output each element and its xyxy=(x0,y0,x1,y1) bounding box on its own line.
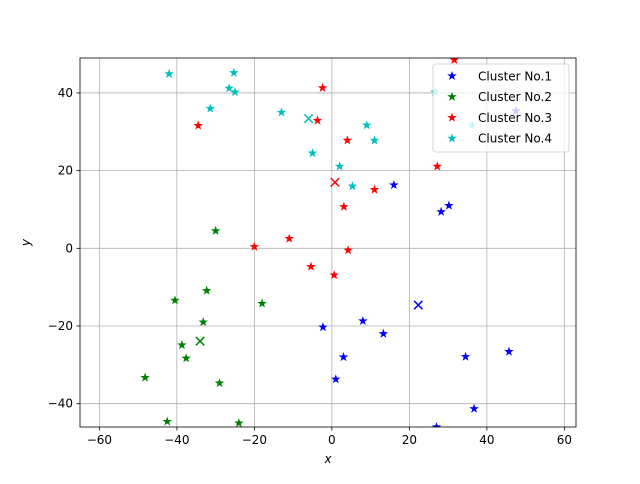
cluster-3-point xyxy=(342,135,353,145)
x-tick-label: 20 xyxy=(402,433,417,447)
cluster-4-point xyxy=(307,148,318,158)
cluster-4-point xyxy=(205,103,215,113)
plot-frame xyxy=(79,57,577,428)
legend-label: Cluster No.2 xyxy=(478,90,552,104)
cluster-2-point xyxy=(234,418,244,427)
cluster-4-point xyxy=(164,68,174,78)
cluster-1-point xyxy=(436,206,446,216)
cluster-1-point xyxy=(444,200,454,210)
legend-marker xyxy=(447,112,457,122)
x-tick-label: −40 xyxy=(164,433,189,447)
cluster-3-point xyxy=(432,161,443,171)
cluster-1-point xyxy=(431,422,442,427)
legend-label: Cluster No.4 xyxy=(478,132,552,146)
y-tick-label: −20 xyxy=(48,319,73,333)
cluster-4-point xyxy=(276,107,287,117)
y-tick-label: −40 xyxy=(48,397,73,411)
cluster-1-point xyxy=(504,346,514,356)
cluster-4-point xyxy=(334,161,345,171)
legend-marker xyxy=(447,91,457,101)
cluster-3-point xyxy=(343,245,353,255)
cluster-4-point xyxy=(230,87,240,97)
cluster-2-point xyxy=(210,225,221,235)
x-tick-label: 40 xyxy=(479,433,494,447)
legend-marker xyxy=(447,71,457,81)
legend: Cluster No.1 Cluster No.2 Cluster No.3 Clus… xyxy=(432,63,570,153)
cluster-2-centroid xyxy=(195,336,205,346)
y-tick-label: 0 xyxy=(65,241,73,255)
cluster-3-point xyxy=(306,261,316,271)
legend-box xyxy=(432,63,570,153)
cluster-2-point xyxy=(198,317,208,327)
x-tick-label: 0 xyxy=(328,433,336,447)
y-tick-label: 40 xyxy=(58,86,73,100)
cluster-4-centroid xyxy=(303,113,314,124)
cluster-1-point xyxy=(330,374,341,384)
cluster-1-centroid xyxy=(413,300,424,310)
cluster-3-point xyxy=(449,58,460,64)
cluster-1-point xyxy=(358,315,368,326)
cluster-2-point xyxy=(201,285,212,295)
y-axis-label: y xyxy=(19,238,33,247)
cluster-4-point xyxy=(347,181,358,191)
x-tick-label: −60 xyxy=(87,433,112,447)
cluster-1-point xyxy=(460,351,471,361)
cluster-3-point xyxy=(369,184,380,194)
cluster-2-point xyxy=(177,340,187,350)
cluster-1-point xyxy=(338,352,349,362)
cluster-1-point xyxy=(318,322,328,332)
cluster-3-centroid xyxy=(330,177,340,188)
cluster-3-point xyxy=(312,115,323,125)
axis-ticks: −60 −40 −20 0 20 40 60 −40 −20 0 20 40 xyxy=(48,86,572,447)
cluster-4-point xyxy=(229,67,239,77)
cluster-2-point xyxy=(170,295,180,305)
cluster-3-point xyxy=(284,233,295,243)
cluster-1-point xyxy=(389,180,399,190)
legend-label: Cluster No.3 xyxy=(478,111,552,125)
data-points xyxy=(140,58,521,427)
legend-marker xyxy=(447,133,457,143)
x-tick-label: −20 xyxy=(242,433,267,447)
cluster-2-point xyxy=(214,378,225,388)
cluster-4-point xyxy=(361,120,372,130)
cluster-3-point xyxy=(329,270,339,280)
cluster-3-point xyxy=(249,241,260,251)
y-tick-label: 20 xyxy=(58,164,73,178)
cluster-3-point xyxy=(339,201,349,211)
cluster-3-point xyxy=(317,82,328,92)
cluster-3-point xyxy=(193,120,203,130)
x-axis-label: x xyxy=(323,452,332,466)
x-tick-label: 60 xyxy=(557,433,572,447)
cluster-4-point xyxy=(369,135,380,145)
cluster-2-point xyxy=(181,353,191,363)
cluster-2-point xyxy=(257,298,267,308)
legend-label: Cluster No.1 xyxy=(478,69,552,83)
cluster-1-point xyxy=(469,403,479,413)
cluster-2-point xyxy=(162,416,172,426)
cluster-2-point xyxy=(140,372,150,382)
cluster-1-point xyxy=(378,328,389,338)
cluster-4-point xyxy=(224,83,234,93)
